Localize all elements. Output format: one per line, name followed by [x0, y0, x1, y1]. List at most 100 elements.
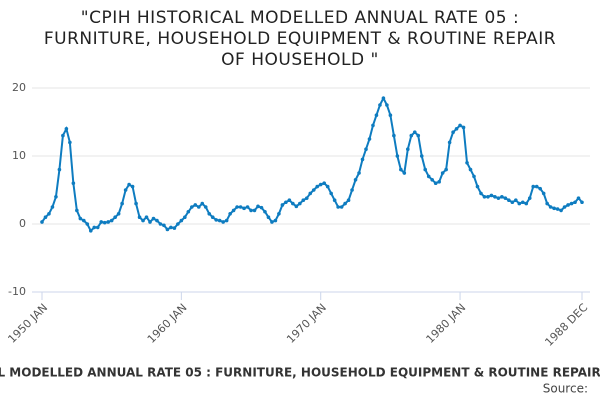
- point: [360, 157, 365, 162]
- point: [291, 201, 295, 206]
- point: [88, 229, 93, 233]
- point: [301, 198, 306, 202]
- point: [238, 205, 243, 209]
- point: [95, 225, 100, 230]
- point: [332, 198, 337, 202]
- point: [235, 205, 239, 209]
- point: [186, 209, 191, 214]
- point: [402, 171, 407, 175]
- point: [339, 205, 344, 209]
- point: [367, 137, 372, 141]
- point: [479, 191, 483, 196]
- point: [203, 205, 208, 209]
- series-line: [41, 96, 583, 233]
- point: [50, 205, 55, 209]
- point: [388, 113, 393, 117]
- point: [451, 130, 455, 134]
- point: [92, 225, 97, 230]
- point: [322, 181, 326, 185]
- point: [113, 215, 117, 219]
- point: [308, 191, 313, 196]
- point: [82, 218, 86, 223]
- point: [350, 188, 354, 192]
- point: [468, 167, 473, 172]
- point: [514, 198, 518, 202]
- point: [221, 220, 225, 224]
- point: [127, 182, 131, 187]
- point: [120, 201, 124, 206]
- point: [144, 215, 149, 219]
- point: [409, 133, 414, 138]
- point: [165, 227, 170, 232]
- point: [252, 208, 257, 213]
- point: [527, 196, 532, 200]
- point: [374, 113, 379, 117]
- point: [548, 205, 553, 209]
- point: [496, 196, 501, 200]
- x-tick-label: 1980 JAN: [424, 301, 469, 346]
- point: [207, 212, 212, 216]
- point: [437, 180, 441, 184]
- point: [54, 195, 58, 199]
- y-tick-label: -10: [8, 285, 26, 298]
- point: [510, 200, 515, 205]
- point: [336, 205, 340, 209]
- chart-title: "CPIH HISTORICAL MODELLED ANNUAL RATE 05…: [43, 8, 557, 70]
- point: [517, 201, 522, 206]
- point: [228, 212, 232, 216]
- point: [190, 205, 194, 209]
- point: [304, 196, 309, 200]
- y-tick-label: 0: [19, 217, 26, 230]
- x-tick-label: 1960 JAN: [145, 301, 190, 346]
- point: [294, 204, 299, 209]
- point: [200, 201, 205, 206]
- point: [534, 184, 539, 189]
- point: [284, 200, 288, 205]
- point: [555, 207, 560, 211]
- point: [109, 218, 114, 223]
- source: Source:: [543, 382, 588, 396]
- point: [183, 215, 187, 219]
- point: [162, 223, 166, 228]
- point: [273, 218, 278, 223]
- point: [472, 174, 476, 179]
- point: [151, 216, 156, 221]
- point: [440, 171, 445, 175]
- point: [416, 133, 421, 138]
- point: [148, 220, 152, 224]
- point: [566, 203, 570, 207]
- point: [318, 182, 323, 187]
- point: [116, 212, 121, 216]
- point: [580, 200, 584, 205]
- y-tick-label: 10: [12, 149, 26, 162]
- point: [259, 205, 264, 210]
- point: [158, 222, 163, 226]
- point: [353, 178, 358, 182]
- point: [545, 201, 549, 206]
- point: [196, 205, 201, 209]
- point: [486, 195, 490, 199]
- point: [399, 167, 403, 172]
- point: [329, 191, 333, 196]
- point: [325, 184, 330, 189]
- point: [343, 201, 347, 206]
- x-tick-label: 1950 JAN: [5, 301, 50, 346]
- point: [419, 154, 424, 158]
- point: [538, 186, 542, 191]
- point: [43, 215, 48, 219]
- point: [562, 205, 567, 209]
- point: [102, 220, 107, 225]
- point: [444, 167, 448, 172]
- point: [137, 215, 142, 219]
- point: [541, 191, 546, 196]
- point: [242, 206, 246, 211]
- point: [57, 167, 62, 172]
- point: [357, 171, 361, 175]
- point: [172, 226, 177, 230]
- point: [493, 195, 497, 199]
- x-tick-label: 1988 DEC: [542, 301, 590, 349]
- point: [552, 206, 556, 211]
- point: [412, 130, 417, 134]
- point: [311, 188, 316, 192]
- point: [423, 167, 428, 172]
